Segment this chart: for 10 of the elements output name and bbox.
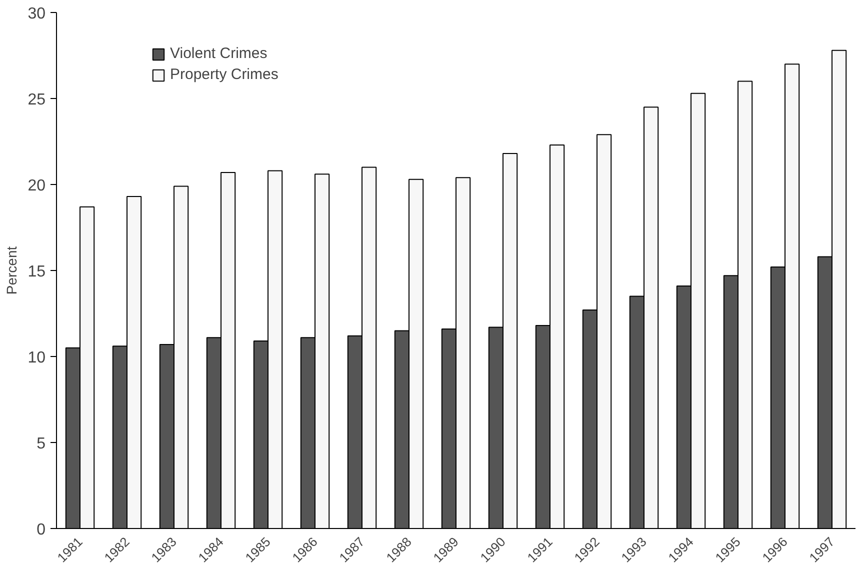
y-tick-label: 20 [28,178,46,194]
y-tick-label: 10 [28,350,46,366]
y-tick-label: 30 [28,6,46,22]
y-tick-label: 5 [36,436,46,452]
legend-label: Violent Crimes [170,45,268,62]
y-tick-label: 25 [28,92,46,108]
y-tick-label: 0 [36,522,46,538]
y-tick-label: 15 [28,264,46,280]
legend-label: Property Crimes [170,66,278,83]
y-axis-title: Percent [4,246,20,295]
